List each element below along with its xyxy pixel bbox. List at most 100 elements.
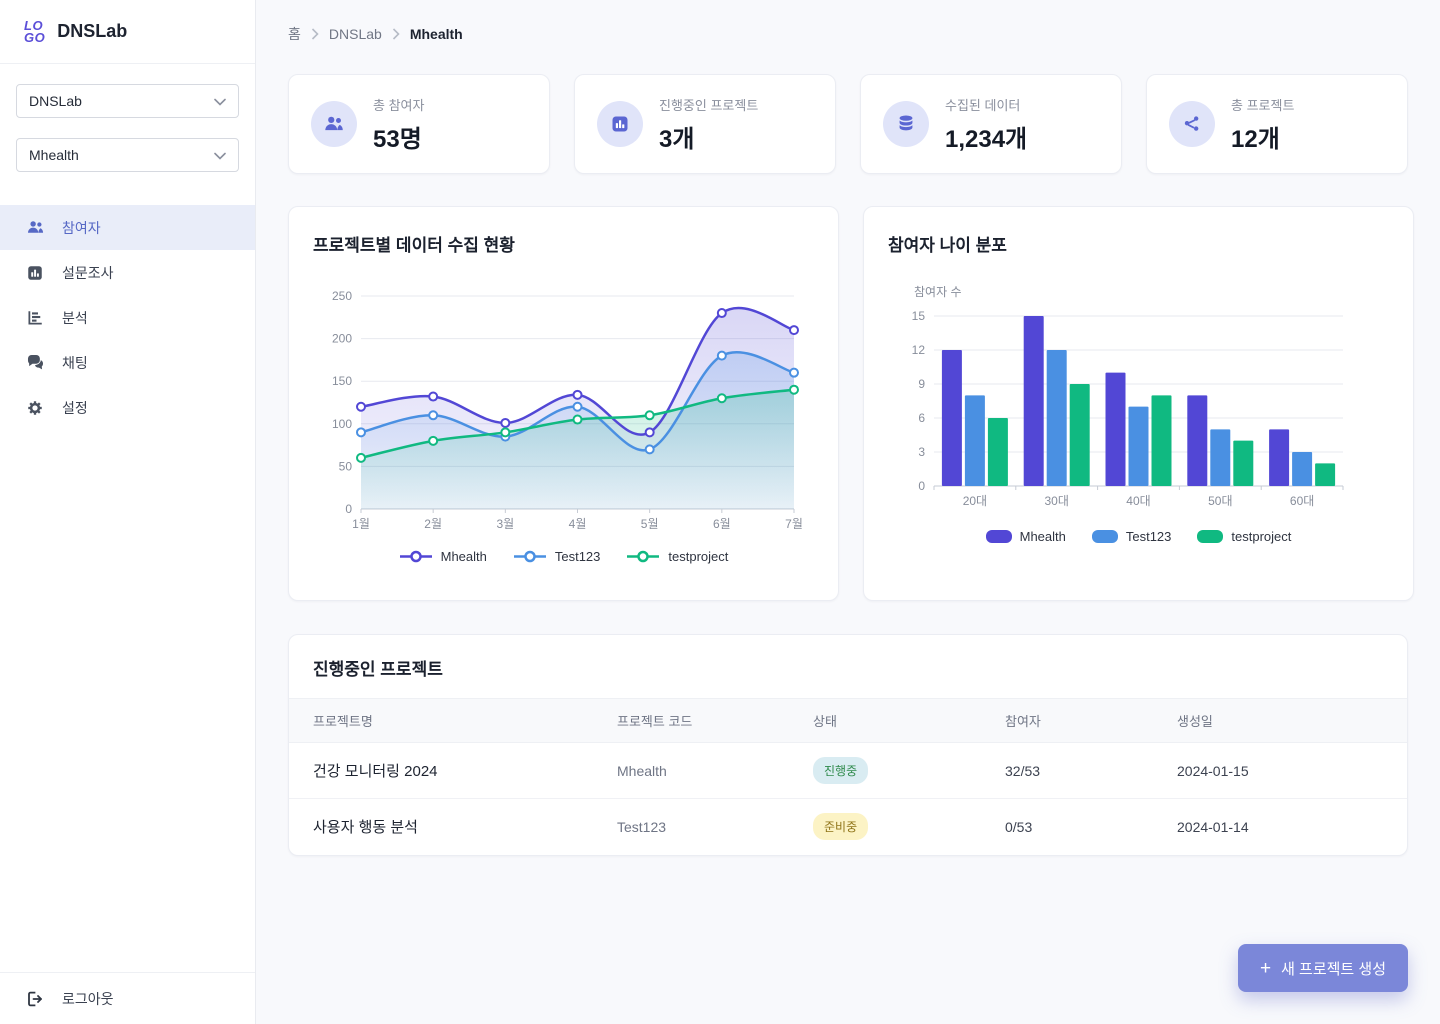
projects-table-title: 진행중인 프로젝트 [313, 660, 443, 679]
project-select-value: Mhealth [29, 147, 79, 163]
stat-value: 12개 [1231, 125, 1280, 153]
legend-item[interactable]: Test123 [1091, 529, 1172, 544]
svg-text:15: 15 [912, 309, 926, 323]
project-participants: 0/53 [1005, 818, 1033, 835]
svg-text:20대: 20대 [963, 494, 987, 508]
col-header-code: 프로젝트 코드 [617, 714, 693, 729]
users-icon [25, 218, 45, 238]
legend-label: Test123 [554, 549, 601, 564]
sidebar-nav: 참여자 설문조사 분석 채팅 [0, 205, 255, 430]
sidebar-item-settings[interactable]: 설정 [0, 385, 255, 430]
analytics-icon [25, 308, 45, 328]
legend-item[interactable]: Mhealth [985, 529, 1066, 544]
sidebar-item-label: 분석 [62, 309, 88, 326]
logo-row: LO GO DNSLab [0, 0, 255, 64]
line-chart-card: 프로젝트별 데이터 수집 현황 0 50 100 150 200 250 1월 2월 3월 4월 5… [288, 206, 839, 601]
svg-text:100: 100 [332, 417, 352, 431]
legend-item[interactable]: Mhealth [399, 549, 487, 564]
legend-item[interactable]: Test123 [513, 549, 601, 564]
svg-text:30대: 30대 [1045, 494, 1069, 508]
stat-label: 수집된 데이터 [945, 97, 1021, 113]
svg-text:9: 9 [918, 377, 925, 391]
svg-text:7월: 7월 [785, 517, 803, 531]
svg-text:6: 6 [918, 411, 925, 425]
sidebar-item-label: 설정 [62, 399, 88, 416]
chat-icon [25, 353, 45, 373]
breadcrumb-dnslab[interactable]: DNSLab [328, 26, 382, 42]
stat-card-active-projects: 진행중인 프로젝트 3개 [574, 74, 836, 174]
bar-chart: 참여자 수 0 3 6 9 12 15 20대 30대 40대 50대 60대 [888, 284, 1389, 521]
svg-text:12: 12 [912, 343, 926, 357]
main-content: 홈 DNSLab Mhealth 총 참여자 53명 [256, 0, 1440, 1024]
stat-value: 53명 [373, 125, 422, 153]
logo-icon: LO GO [24, 18, 46, 45]
svg-text:40대: 40대 [1126, 494, 1150, 508]
new-project-button-label: 새 프로젝트 생성 [1281, 960, 1386, 978]
col-header-status: 상태 [813, 714, 837, 729]
breadcrumb-current: Mhealth [409, 26, 463, 42]
svg-text:2월: 2월 [424, 517, 442, 531]
project-created: 2024-01-15 [1177, 762, 1249, 779]
legend-item[interactable]: testproject [1197, 529, 1291, 544]
sidebar: LO GO DNSLab DNSLab Mhealth [0, 0, 256, 1024]
chevron-right-icon [311, 28, 319, 40]
chevron-right-icon [392, 28, 400, 40]
status-badge: 진행중 [813, 757, 869, 784]
stat-label: 총 프로젝트 [1231, 97, 1295, 113]
project-code: Mhealth [617, 762, 667, 779]
col-header-participants: 참여자 [1005, 714, 1041, 729]
line-chart: 0 50 100 150 200 250 1월 2월 3월 4월 5월 6월 7월 [313, 284, 814, 541]
legend-label: Test123 [1125, 529, 1172, 544]
status-badge: 준비중 [813, 813, 869, 841]
table-row[interactable]: 건강 모니터링 2024 Mhealth 진행중 32/53 2024-01-1… [289, 743, 1407, 799]
project-name: 사용자 행동 분석 [313, 819, 418, 837]
logout-button[interactable]: 로그아웃 [0, 972, 255, 1024]
svg-text:0: 0 [918, 479, 925, 493]
charts-row: 프로젝트별 데이터 수집 현황 0 50 100 150 200 250 1월 2월 3월 4월 5… [288, 206, 1414, 601]
svg-text:150: 150 [332, 374, 352, 388]
sidebar-item-chat[interactable]: 채팅 [0, 340, 255, 385]
stat-label: 총 참여자 [373, 97, 425, 113]
gear-icon [25, 398, 45, 418]
col-header-name: 프로젝트명 [313, 714, 373, 729]
app-title: DNSLab [57, 21, 128, 41]
logout-label: 로그아웃 [62, 990, 114, 1007]
stat-card-collected-data: 수집된 데이터 1,234개 [860, 74, 1122, 174]
project-created: 2024-01-14 [1177, 818, 1249, 835]
org-select[interactable]: DNSLab [16, 84, 239, 118]
plus-icon: + [1259, 957, 1272, 979]
share-nodes-icon [1169, 101, 1215, 147]
users-icon [311, 101, 357, 147]
sidebar-item-label: 채팅 [62, 354, 88, 371]
project-select[interactable]: Mhealth [16, 138, 239, 172]
stat-card-total-projects: 총 프로젝트 12개 [1146, 74, 1408, 174]
projects-table: 프로젝트명 프로젝트 코드 상태 참여자 생성일 건강 모니터링 2024 Mh… [289, 698, 1407, 855]
projects-table-card: 진행중인 프로젝트 프로젝트명 프로젝트 코드 상태 참여자 생성일 건강 모니… [288, 634, 1408, 856]
chevron-down-icon [214, 93, 226, 109]
new-project-button[interactable]: + 새 프로젝트 생성 [1237, 944, 1408, 992]
project-name: 건강 모니터링 2024 [313, 763, 438, 780]
breadcrumb-home[interactable]: 홈 [288, 26, 301, 42]
project-participants: 32/53 [1005, 762, 1041, 779]
sidebar-item-surveys[interactable]: 설문조사 [0, 250, 255, 295]
table-row[interactable]: 사용자 행동 분석 Test123 준비중 0/53 2024-01-14 [289, 799, 1407, 855]
svg-text:250: 250 [332, 289, 352, 303]
sidebar-item-analytics[interactable]: 분석 [0, 295, 255, 340]
sidebar-item-label: 설문조사 [62, 264, 114, 281]
project-code: Test123 [617, 818, 667, 835]
line-chart-legend: Mhealth Test123 testproject [313, 549, 814, 564]
stat-value: 3개 [659, 125, 695, 153]
legend-label: Mhealth [1019, 529, 1066, 544]
legend-label: Mhealth [440, 549, 487, 564]
org-select-value: DNSLab [29, 93, 82, 109]
legend-item[interactable]: testproject [626, 549, 728, 564]
poll-icon [597, 101, 643, 147]
svg-text:6월: 6월 [713, 517, 731, 531]
bar-chart-legend: Mhealth Test123 testproject [888, 529, 1389, 544]
svg-text:3월: 3월 [496, 517, 514, 531]
legend-label: testproject [1231, 529, 1292, 544]
line-chart-title: 프로젝트별 데이터 수집 현황 [313, 236, 515, 255]
svg-text:0: 0 [345, 502, 352, 516]
sidebar-item-participants[interactable]: 참여자 [0, 205, 255, 250]
